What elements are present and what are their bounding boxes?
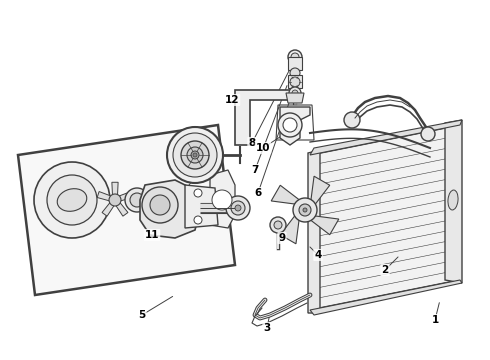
Text: 11: 11 (145, 230, 159, 240)
Circle shape (291, 53, 299, 61)
Circle shape (34, 162, 110, 238)
Circle shape (212, 190, 232, 210)
Circle shape (193, 153, 197, 157)
Polygon shape (308, 150, 320, 313)
Text: 3: 3 (264, 323, 270, 333)
Polygon shape (288, 57, 302, 70)
Text: 1: 1 (431, 315, 439, 325)
Circle shape (274, 221, 282, 229)
Circle shape (194, 189, 202, 197)
Circle shape (293, 198, 317, 222)
Circle shape (181, 141, 209, 169)
Polygon shape (310, 120, 462, 155)
Polygon shape (119, 192, 133, 201)
Polygon shape (271, 185, 299, 204)
Circle shape (231, 201, 245, 215)
Polygon shape (116, 202, 128, 216)
Circle shape (289, 87, 301, 99)
Circle shape (226, 196, 250, 220)
Polygon shape (97, 192, 112, 201)
Circle shape (278, 113, 302, 137)
Polygon shape (102, 202, 115, 216)
Circle shape (167, 127, 223, 183)
Text: 7: 7 (251, 165, 259, 175)
Circle shape (130, 193, 144, 207)
Circle shape (194, 216, 202, 224)
Polygon shape (112, 182, 118, 196)
Circle shape (303, 208, 307, 212)
Circle shape (173, 133, 217, 177)
Polygon shape (210, 170, 235, 228)
Circle shape (283, 118, 297, 132)
Circle shape (421, 127, 435, 141)
Text: 10: 10 (256, 143, 270, 153)
Polygon shape (310, 125, 460, 310)
Circle shape (292, 90, 298, 96)
Polygon shape (235, 90, 295, 145)
Text: 4: 4 (314, 250, 322, 260)
Text: 9: 9 (278, 233, 286, 243)
Polygon shape (311, 216, 339, 235)
Circle shape (344, 112, 360, 128)
Circle shape (191, 151, 199, 159)
Polygon shape (288, 75, 302, 88)
Polygon shape (445, 120, 462, 283)
Polygon shape (310, 280, 462, 315)
Polygon shape (286, 93, 304, 103)
Circle shape (47, 175, 97, 225)
Circle shape (109, 194, 121, 206)
Polygon shape (140, 180, 200, 238)
Circle shape (125, 188, 149, 212)
Text: 8: 8 (248, 138, 256, 148)
Text: 6: 6 (254, 188, 262, 198)
Polygon shape (280, 216, 299, 244)
Circle shape (288, 50, 302, 64)
Polygon shape (18, 125, 235, 295)
Polygon shape (185, 185, 218, 228)
Text: 5: 5 (138, 310, 146, 320)
Polygon shape (280, 107, 310, 145)
Text: 2: 2 (381, 265, 389, 275)
Circle shape (150, 195, 170, 215)
Circle shape (299, 204, 311, 216)
Text: 12: 12 (225, 95, 239, 105)
Circle shape (187, 147, 203, 163)
Ellipse shape (448, 190, 458, 210)
Ellipse shape (57, 189, 87, 211)
Circle shape (142, 187, 178, 223)
Polygon shape (311, 176, 330, 204)
Circle shape (235, 205, 241, 211)
Circle shape (290, 77, 300, 87)
Circle shape (290, 68, 300, 78)
Circle shape (270, 217, 286, 233)
